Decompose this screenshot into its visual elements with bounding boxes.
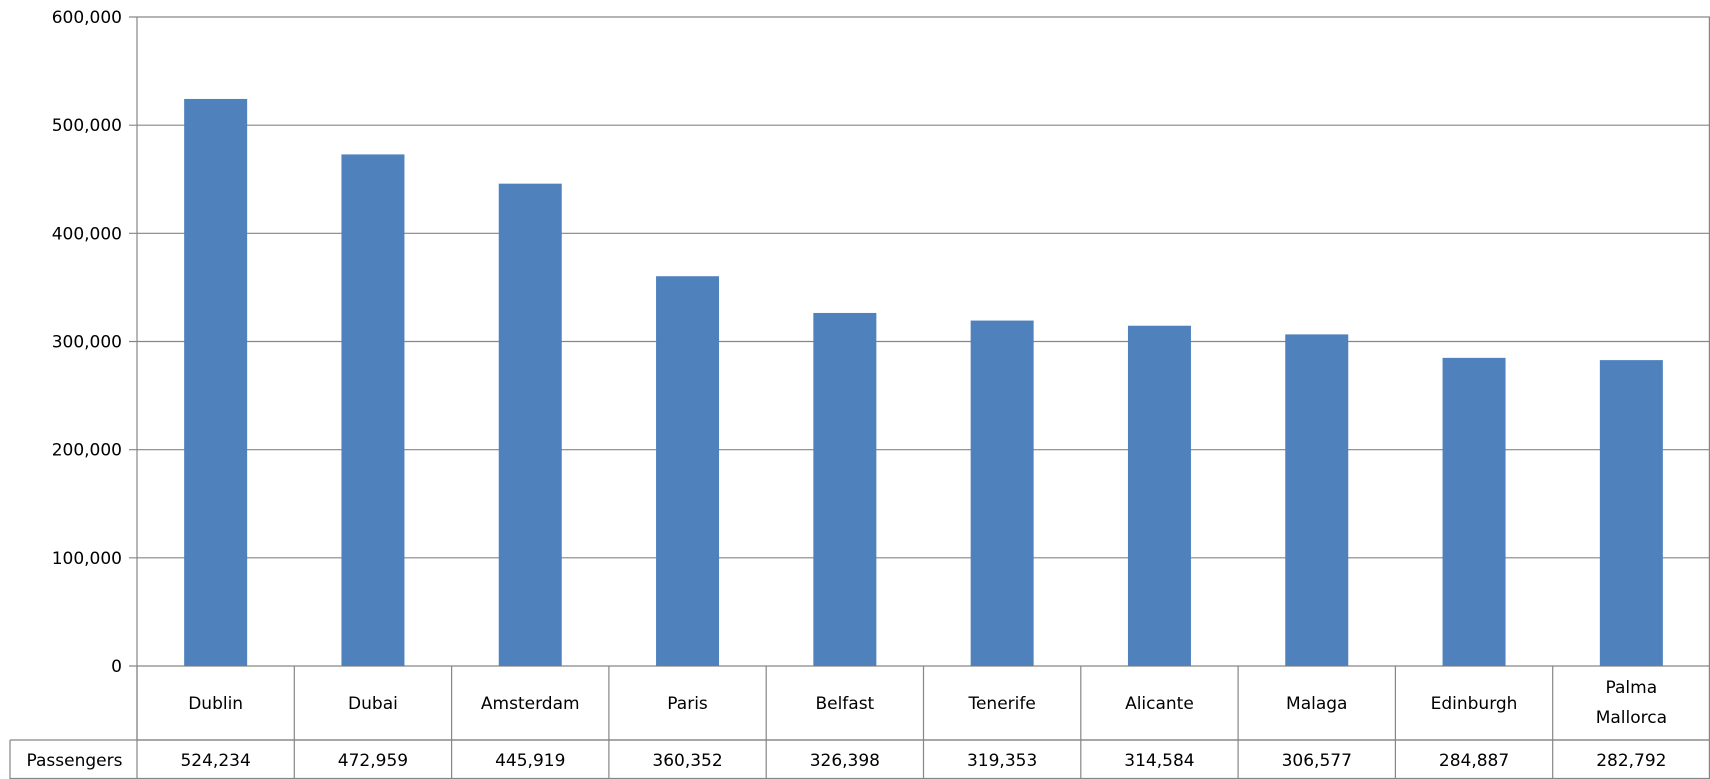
y-tick-label: 600,000 xyxy=(52,8,122,28)
category-label: Alicante xyxy=(1125,694,1194,714)
category-label: Belfast xyxy=(815,694,874,714)
category-label: Tenerife xyxy=(967,694,1035,714)
data-table-value: 319,353 xyxy=(967,751,1037,771)
y-tick-label: 0 xyxy=(111,657,122,677)
category-label: Mallorca xyxy=(1596,708,1667,728)
y-axis-tick-labels: 0 100,000 200,000 300,000 400,000 500,000 600,… xyxy=(52,8,122,677)
bar-belfast xyxy=(813,312,877,666)
category-label: Palma xyxy=(1606,678,1658,698)
category-label: Dublin xyxy=(188,694,243,714)
data-table-value: 524,234 xyxy=(180,751,250,771)
bar-alicante xyxy=(1127,325,1191,666)
data-table-value: 472,959 xyxy=(338,751,408,771)
bar-dubai xyxy=(341,154,405,666)
y-tick-label: 200,000 xyxy=(52,441,122,461)
category-label: Edinburgh xyxy=(1431,694,1518,714)
data-table-value: 326,398 xyxy=(810,751,880,771)
bar-amsterdam xyxy=(498,183,562,666)
series-name-label: Passengers xyxy=(27,751,123,771)
data-table-value: 306,577 xyxy=(1282,751,1352,771)
y-tick-label: 300,000 xyxy=(52,333,122,353)
bar-edinburgh xyxy=(1442,357,1506,666)
data-table-value: 445,919 xyxy=(495,751,565,771)
y-tick-label: 500,000 xyxy=(52,116,122,136)
bar-palma-mallorca xyxy=(1599,360,1663,666)
category-label: Dubai xyxy=(348,694,398,714)
data-table-value: 360,352 xyxy=(652,751,722,771)
data-table-value: 282,792 xyxy=(1596,751,1666,771)
data-table-value: 284,887 xyxy=(1439,751,1509,771)
bar-paris xyxy=(656,276,720,666)
bar-dublin xyxy=(184,98,248,667)
y-tick-label: 100,000 xyxy=(52,549,122,569)
bar-malaga xyxy=(1285,334,1349,666)
category-label: Paris xyxy=(667,694,708,714)
data-table-value: 314,584 xyxy=(1124,751,1194,771)
category-label: Malaga xyxy=(1286,694,1347,714)
y-tick-label: 400,000 xyxy=(52,224,122,244)
bar-tenerife xyxy=(970,320,1034,666)
bars xyxy=(184,98,1663,667)
category-label: Amsterdam xyxy=(481,694,580,714)
